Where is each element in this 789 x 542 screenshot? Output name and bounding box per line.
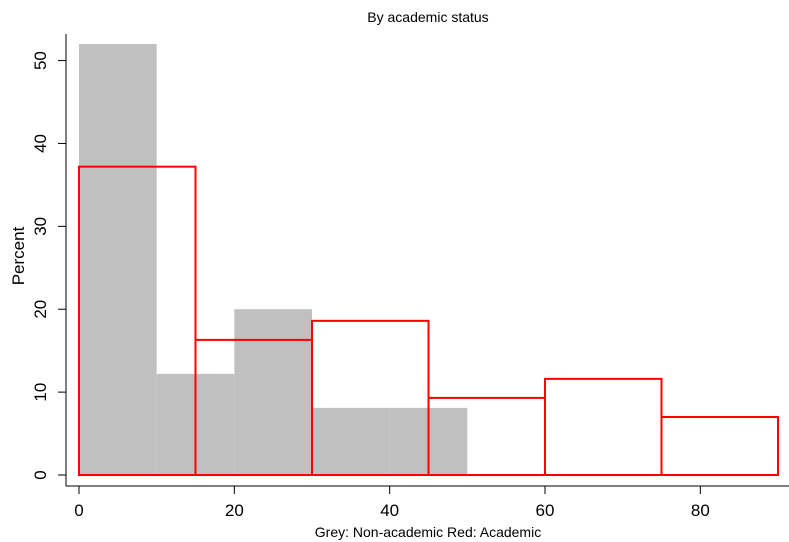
y-tick-label-0: 0 [31, 470, 50, 479]
non-academic-series [79, 44, 468, 475]
non-academic-bar-0 [79, 44, 157, 475]
non-academic-bar-2 [234, 309, 312, 475]
y-tick-label-40: 40 [31, 134, 50, 153]
academic-bar-5 [660, 415, 779, 477]
non-academic-bar-3 [312, 407, 390, 475]
y-tick-label-50: 50 [31, 51, 50, 70]
y-tick-label-30: 30 [31, 217, 50, 236]
x-tick-label-60: 60 [536, 501, 555, 520]
y-axis-label: Percent [9, 226, 28, 285]
x-tick-label-20: 20 [225, 501, 244, 520]
academic-bar-0 [78, 165, 197, 477]
chart-note: Grey: Non-academic Red: Academic [315, 524, 541, 540]
chart-title: By academic status [367, 9, 488, 25]
y-tick-label-20: 20 [31, 300, 50, 319]
y-tick-label-10: 10 [31, 383, 50, 402]
axes: 0 10 20 30 40 50 0 20 40 60 80 [31, 34, 789, 520]
academic-bar-4 [544, 377, 663, 477]
x-tick-label-40: 40 [380, 501, 399, 520]
x-tick-label-80: 80 [691, 501, 710, 520]
x-tick-label-0: 0 [74, 501, 83, 520]
academic-series [78, 165, 779, 477]
